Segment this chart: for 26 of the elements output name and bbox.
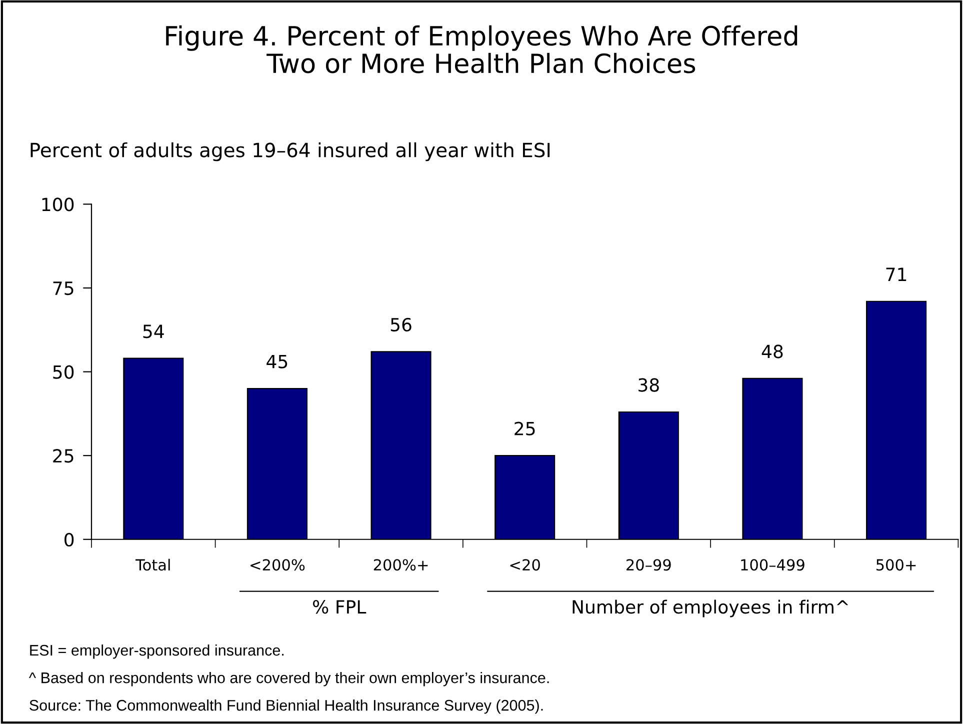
data-label: 56 — [390, 318, 412, 332]
y-tick-label: 0 — [64, 532, 74, 546]
chart-title: Figure 4. Percent of Employees Who Are Offered Two or More Health Plan Choices — [166, 25, 798, 74]
data-label: 71 — [886, 268, 906, 281]
text: ESI = employer-sponsored insurance. — [30, 644, 284, 659]
y-tick-label: 25 — [53, 449, 74, 463]
x-tick-label: <200% — [250, 559, 305, 571]
x-tick-label: Total — [136, 558, 170, 571]
text: ^ Based on respondents who are covered by their own employer’s insurance. — [28, 672, 549, 686]
y-tick-label: 75 — [53, 282, 74, 296]
chart-subtitle: Percent of adults ages 19–64 insured all year with ESI — [30, 142, 550, 162]
text: Number of employees in firm^ — [572, 600, 848, 618]
source-note: Source: The Commonwealth Fund Biennial Health Insurance Survey (2005). — [30, 700, 543, 714]
text: % FPL — [312, 600, 366, 614]
x-tick-label: 20–99 — [626, 559, 671, 571]
y-tick-label: 100 — [42, 198, 74, 212]
x-tick-label: 200%+ — [374, 559, 428, 571]
x-tick-label: 100–499 — [741, 559, 804, 571]
data-label: 25 — [514, 422, 535, 436]
data-label: 48 — [762, 344, 783, 358]
data-label: 54 — [143, 324, 164, 338]
x-tick-label: 500+ — [876, 559, 916, 571]
data-label: 45 — [266, 354, 288, 368]
x-tick-label: <20 — [510, 559, 540, 571]
y-tick-label: 50 — [53, 365, 74, 379]
data-label: 38 — [638, 378, 659, 392]
